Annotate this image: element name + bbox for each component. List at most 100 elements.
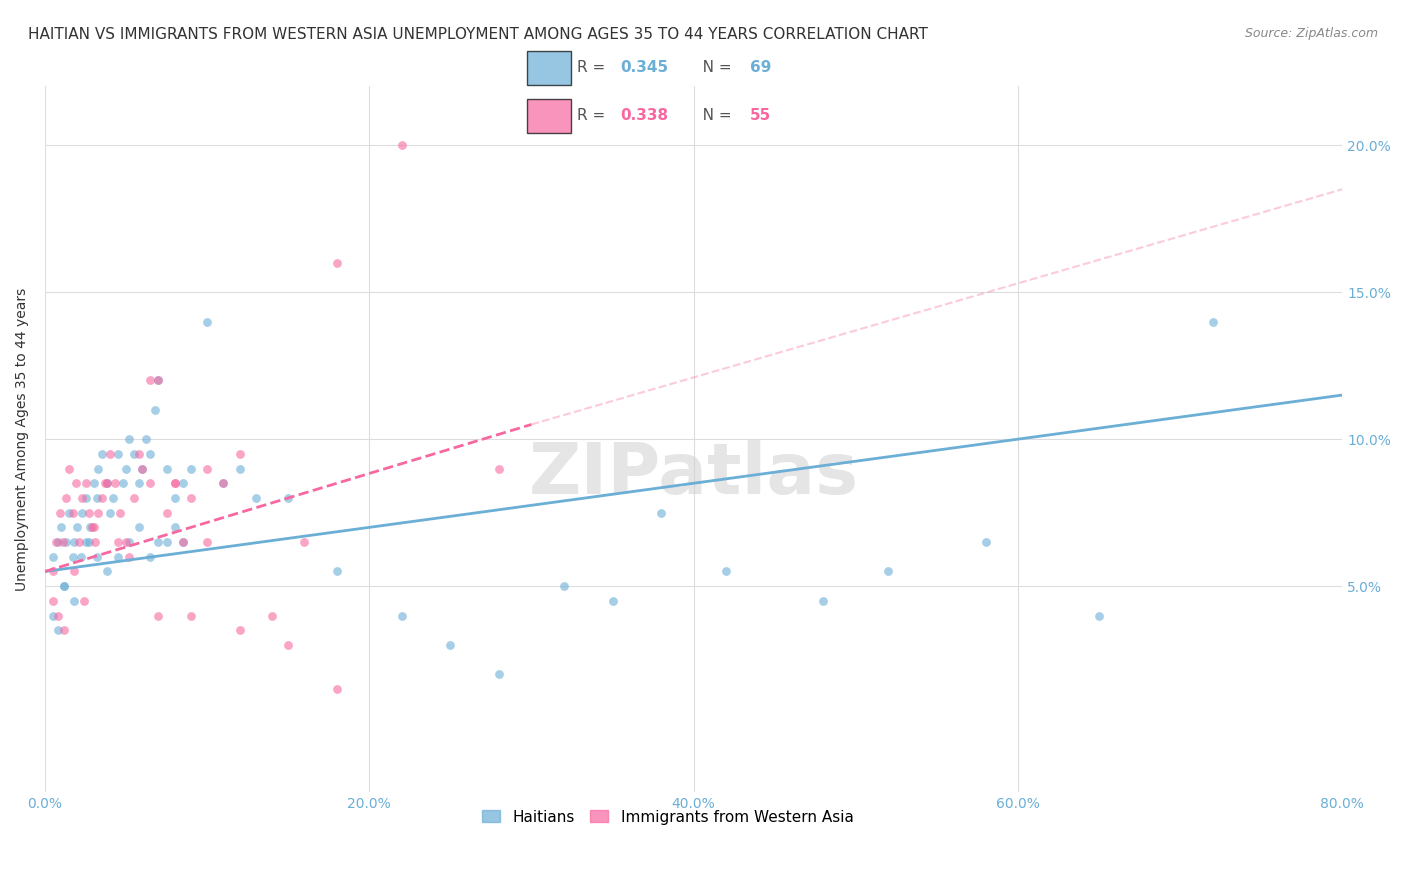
Point	[813, 594, 835, 608]
Point	[1088, 608, 1111, 623]
Point	[155, 506, 177, 520]
Point	[79, 520, 101, 534]
Point	[163, 520, 186, 534]
Point	[58, 461, 80, 475]
Point	[86, 549, 108, 564]
Point	[42, 565, 65, 579]
Point	[96, 565, 118, 579]
Point	[83, 520, 105, 534]
Point	[55, 535, 77, 549]
Point	[63, 594, 86, 608]
Point	[143, 402, 166, 417]
Point	[77, 506, 100, 520]
Point	[180, 608, 202, 623]
Point	[72, 491, 94, 505]
Point	[52, 535, 75, 549]
Point	[172, 476, 194, 491]
Point	[115, 535, 138, 549]
Text: N =: N =	[688, 109, 737, 123]
Point	[131, 461, 153, 475]
Point	[877, 565, 900, 579]
Point	[46, 535, 69, 549]
Point	[77, 535, 100, 549]
Point	[650, 506, 672, 520]
Point	[108, 506, 131, 520]
Point	[488, 461, 510, 475]
Point	[107, 549, 129, 564]
Text: 55: 55	[749, 109, 772, 123]
Text: ZIPatlas: ZIPatlas	[529, 440, 859, 509]
Point	[90, 491, 112, 505]
Point	[72, 506, 94, 520]
Point	[62, 506, 84, 520]
Point	[96, 476, 118, 491]
Point	[75, 535, 97, 549]
Text: Source: ZipAtlas.com: Source: ZipAtlas.com	[1244, 27, 1378, 40]
Point	[439, 638, 461, 652]
Point	[128, 447, 150, 461]
Point	[172, 535, 194, 549]
Text: HAITIAN VS IMMIGRANTS FROM WESTERN ASIA UNEMPLOYMENT AMONG AGES 35 TO 44 YEARS C: HAITIAN VS IMMIGRANTS FROM WESTERN ASIA …	[28, 27, 928, 42]
Point	[69, 549, 91, 564]
Text: 0.338: 0.338	[620, 109, 668, 123]
Point	[115, 461, 138, 475]
Point	[139, 373, 162, 387]
Text: 0.345: 0.345	[620, 61, 668, 75]
Point	[326, 565, 349, 579]
Point	[75, 476, 97, 491]
Y-axis label: Unemployment Among Ages 35 to 44 years: Unemployment Among Ages 35 to 44 years	[15, 287, 30, 591]
Point	[134, 432, 156, 446]
Point	[90, 447, 112, 461]
Point	[148, 373, 170, 387]
Point	[172, 535, 194, 549]
FancyBboxPatch shape	[527, 99, 571, 133]
Point	[48, 506, 70, 520]
Point	[80, 520, 103, 534]
Point	[139, 447, 162, 461]
Point	[67, 535, 90, 549]
Point	[163, 476, 186, 491]
Point	[228, 447, 250, 461]
Point	[66, 520, 89, 534]
Point	[46, 624, 69, 638]
Point	[65, 476, 87, 491]
Point	[155, 461, 177, 475]
Point	[46, 608, 69, 623]
Point	[101, 491, 124, 505]
Point	[553, 579, 575, 593]
Point	[51, 520, 73, 534]
Point	[714, 565, 737, 579]
Point	[63, 565, 86, 579]
Point	[974, 535, 997, 549]
Point	[75, 491, 97, 505]
Point	[326, 681, 349, 696]
Point	[488, 667, 510, 681]
Point	[245, 491, 267, 505]
Point	[180, 461, 202, 475]
Point	[122, 447, 145, 461]
Point	[195, 314, 218, 328]
Point	[277, 491, 299, 505]
Point	[128, 476, 150, 491]
Point	[96, 476, 118, 491]
Point	[84, 535, 107, 549]
Point	[294, 535, 316, 549]
Point	[212, 476, 235, 491]
Point	[163, 491, 186, 505]
Point	[148, 373, 170, 387]
Point	[42, 594, 65, 608]
Point	[148, 608, 170, 623]
Text: 69: 69	[749, 61, 772, 75]
Text: R =: R =	[576, 61, 610, 75]
Point	[118, 535, 141, 549]
Point	[228, 461, 250, 475]
Point	[155, 535, 177, 549]
Point	[83, 476, 105, 491]
Point	[73, 594, 96, 608]
Point	[139, 549, 162, 564]
Point	[118, 549, 141, 564]
Point	[58, 506, 80, 520]
Point	[212, 476, 235, 491]
Point	[98, 506, 121, 520]
Point	[139, 476, 162, 491]
